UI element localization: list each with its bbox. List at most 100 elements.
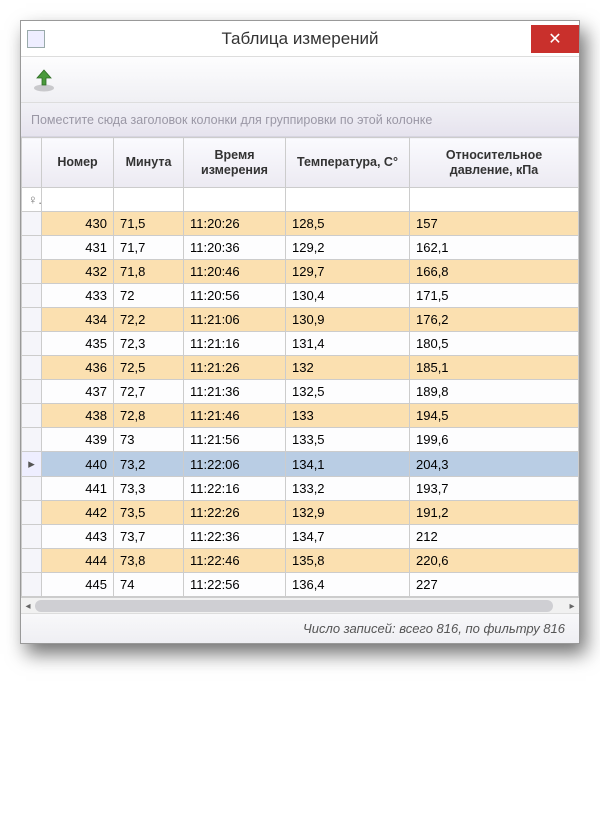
row-indicator xyxy=(22,212,42,236)
header-temp[interactable]: Температура, С° xyxy=(286,138,410,188)
cell-pres: 193,7 xyxy=(410,477,579,501)
cell-num: 445 xyxy=(42,573,114,597)
row-indicator xyxy=(22,477,42,501)
cell-minute: 74 xyxy=(114,573,184,597)
header-minute[interactable]: Минута xyxy=(114,138,184,188)
cell-pres: 162,1 xyxy=(410,236,579,260)
cell-time: 11:20:56 xyxy=(184,284,286,308)
table-row[interactable]: 4397311:21:56133,5199,6 xyxy=(22,428,579,452)
table-row[interactable]: 43872,811:21:46133194,5 xyxy=(22,404,579,428)
cell-minute: 73,3 xyxy=(114,477,184,501)
table-row[interactable]: 43071,511:20:26128,5157 xyxy=(22,212,579,236)
cell-num: 430 xyxy=(42,212,114,236)
horizontal-scrollbar[interactable]: ◂ ▸ xyxy=(21,597,579,613)
cell-temp: 130,9 xyxy=(286,308,410,332)
title-bar: Таблица измерений ✕ xyxy=(21,21,579,57)
table-row[interactable]: 43271,811:20:46129,7166,8 xyxy=(22,260,579,284)
group-by-hint[interactable]: Поместите сюда заголовок колонки для гру… xyxy=(21,103,579,137)
export-icon xyxy=(31,67,57,93)
cell-minute: 71,8 xyxy=(114,260,184,284)
cell-temp: 131,4 xyxy=(286,332,410,356)
table-row[interactable]: 4457411:22:56136,4227 xyxy=(22,573,579,597)
row-indicator xyxy=(22,525,42,549)
cell-num: 442 xyxy=(42,501,114,525)
cell-temp: 132 xyxy=(286,356,410,380)
table-row[interactable]: 43171,711:20:36129,2162,1 xyxy=(22,236,579,260)
cell-num: 436 xyxy=(42,356,114,380)
cell-minute: 73,7 xyxy=(114,525,184,549)
cell-num: 432 xyxy=(42,260,114,284)
cell-pres: 194,5 xyxy=(410,404,579,428)
cell-minute: 72,5 xyxy=(114,356,184,380)
cell-num: 433 xyxy=(42,284,114,308)
cell-temp: 132,9 xyxy=(286,501,410,525)
toolbar xyxy=(21,57,579,103)
cell-time: 11:22:36 xyxy=(184,525,286,549)
window-title: Таблица измерений xyxy=(21,29,579,49)
table-row[interactable]: 44473,811:22:46135,8220,6 xyxy=(22,549,579,573)
export-button[interactable] xyxy=(31,67,57,93)
cell-num: 439 xyxy=(42,428,114,452)
cell-num: 437 xyxy=(42,380,114,404)
cell-num: 434 xyxy=(42,308,114,332)
table-row[interactable]: 44273,511:22:26132,9191,2 xyxy=(22,501,579,525)
cell-time: 11:21:06 xyxy=(184,308,286,332)
filter-cell-time[interactable] xyxy=(184,188,286,212)
cell-pres: 189,8 xyxy=(410,380,579,404)
cell-num: 444 xyxy=(42,549,114,573)
cell-temp: 133,2 xyxy=(286,477,410,501)
cell-pres: 166,8 xyxy=(410,260,579,284)
cell-pres: 220,6 xyxy=(410,549,579,573)
close-button[interactable]: ✕ xyxy=(531,25,579,53)
cell-time: 11:22:16 xyxy=(184,477,286,501)
cell-pres: 176,2 xyxy=(410,308,579,332)
filter-cell-num[interactable] xyxy=(42,188,114,212)
row-indicator xyxy=(22,236,42,260)
status-text: Число записей: всего 816, по фильтру 816 xyxy=(303,621,565,636)
cell-time: 11:21:16 xyxy=(184,332,286,356)
cell-temp: 132,5 xyxy=(286,380,410,404)
table-row[interactable]: 43672,511:21:26132185,1 xyxy=(22,356,579,380)
cell-time: 11:22:56 xyxy=(184,573,286,597)
cell-minute: 73,8 xyxy=(114,549,184,573)
status-bar: Число записей: всего 816, по фильтру 816 xyxy=(21,613,579,643)
header-indicator xyxy=(22,138,42,188)
header-pres[interactable]: Относительное давление, кПа xyxy=(410,138,579,188)
filter-cell-pres[interactable] xyxy=(410,188,579,212)
header-num[interactable]: Номер xyxy=(42,138,114,188)
cell-temp: 133,5 xyxy=(286,428,410,452)
header-time[interactable]: Время измерения xyxy=(184,138,286,188)
cell-time: 11:21:56 xyxy=(184,428,286,452)
cell-time: 11:21:26 xyxy=(184,356,286,380)
cell-minute: 72,8 xyxy=(114,404,184,428)
table-row[interactable]: 44173,311:22:16133,2193,7 xyxy=(22,477,579,501)
table-row[interactable]: 43572,311:21:16131,4180,5 xyxy=(22,332,579,356)
app-icon xyxy=(27,30,45,48)
table-row[interactable]: 4337211:20:56130,4171,5 xyxy=(22,284,579,308)
row-indicator xyxy=(22,332,42,356)
filter-cell-temp[interactable] xyxy=(286,188,410,212)
cell-temp: 130,4 xyxy=(286,284,410,308)
filter-indicator-icon: ♀ xyxy=(22,188,42,212)
table-row[interactable]: 43472,211:21:06130,9176,2 xyxy=(22,308,579,332)
table-row[interactable]: 44373,711:22:36134,7212 xyxy=(22,525,579,549)
cell-time: 11:22:06 xyxy=(184,452,286,477)
cell-temp: 135,8 xyxy=(286,549,410,573)
row-indicator xyxy=(22,308,42,332)
close-icon: ✕ xyxy=(548,29,561,49)
cell-minute: 73,2 xyxy=(114,452,184,477)
scroll-thumb[interactable] xyxy=(35,600,553,612)
cell-minute: 72 xyxy=(114,284,184,308)
filter-cell-minute[interactable] xyxy=(114,188,184,212)
cell-num: 441 xyxy=(42,477,114,501)
cell-temp: 133 xyxy=(286,404,410,428)
row-indicator xyxy=(22,380,42,404)
cell-temp: 129,7 xyxy=(286,260,410,284)
scroll-right-arrow-icon[interactable]: ▸ xyxy=(565,598,579,614)
table-row[interactable]: 43772,711:21:36132,5189,8 xyxy=(22,380,579,404)
cell-pres: 204,3 xyxy=(410,452,579,477)
cell-pres: 171,5 xyxy=(410,284,579,308)
scroll-left-arrow-icon[interactable]: ◂ xyxy=(21,598,35,614)
cell-temp: 128,5 xyxy=(286,212,410,236)
table-row[interactable]: ▸44073,211:22:06134,1204,3 xyxy=(22,452,579,477)
